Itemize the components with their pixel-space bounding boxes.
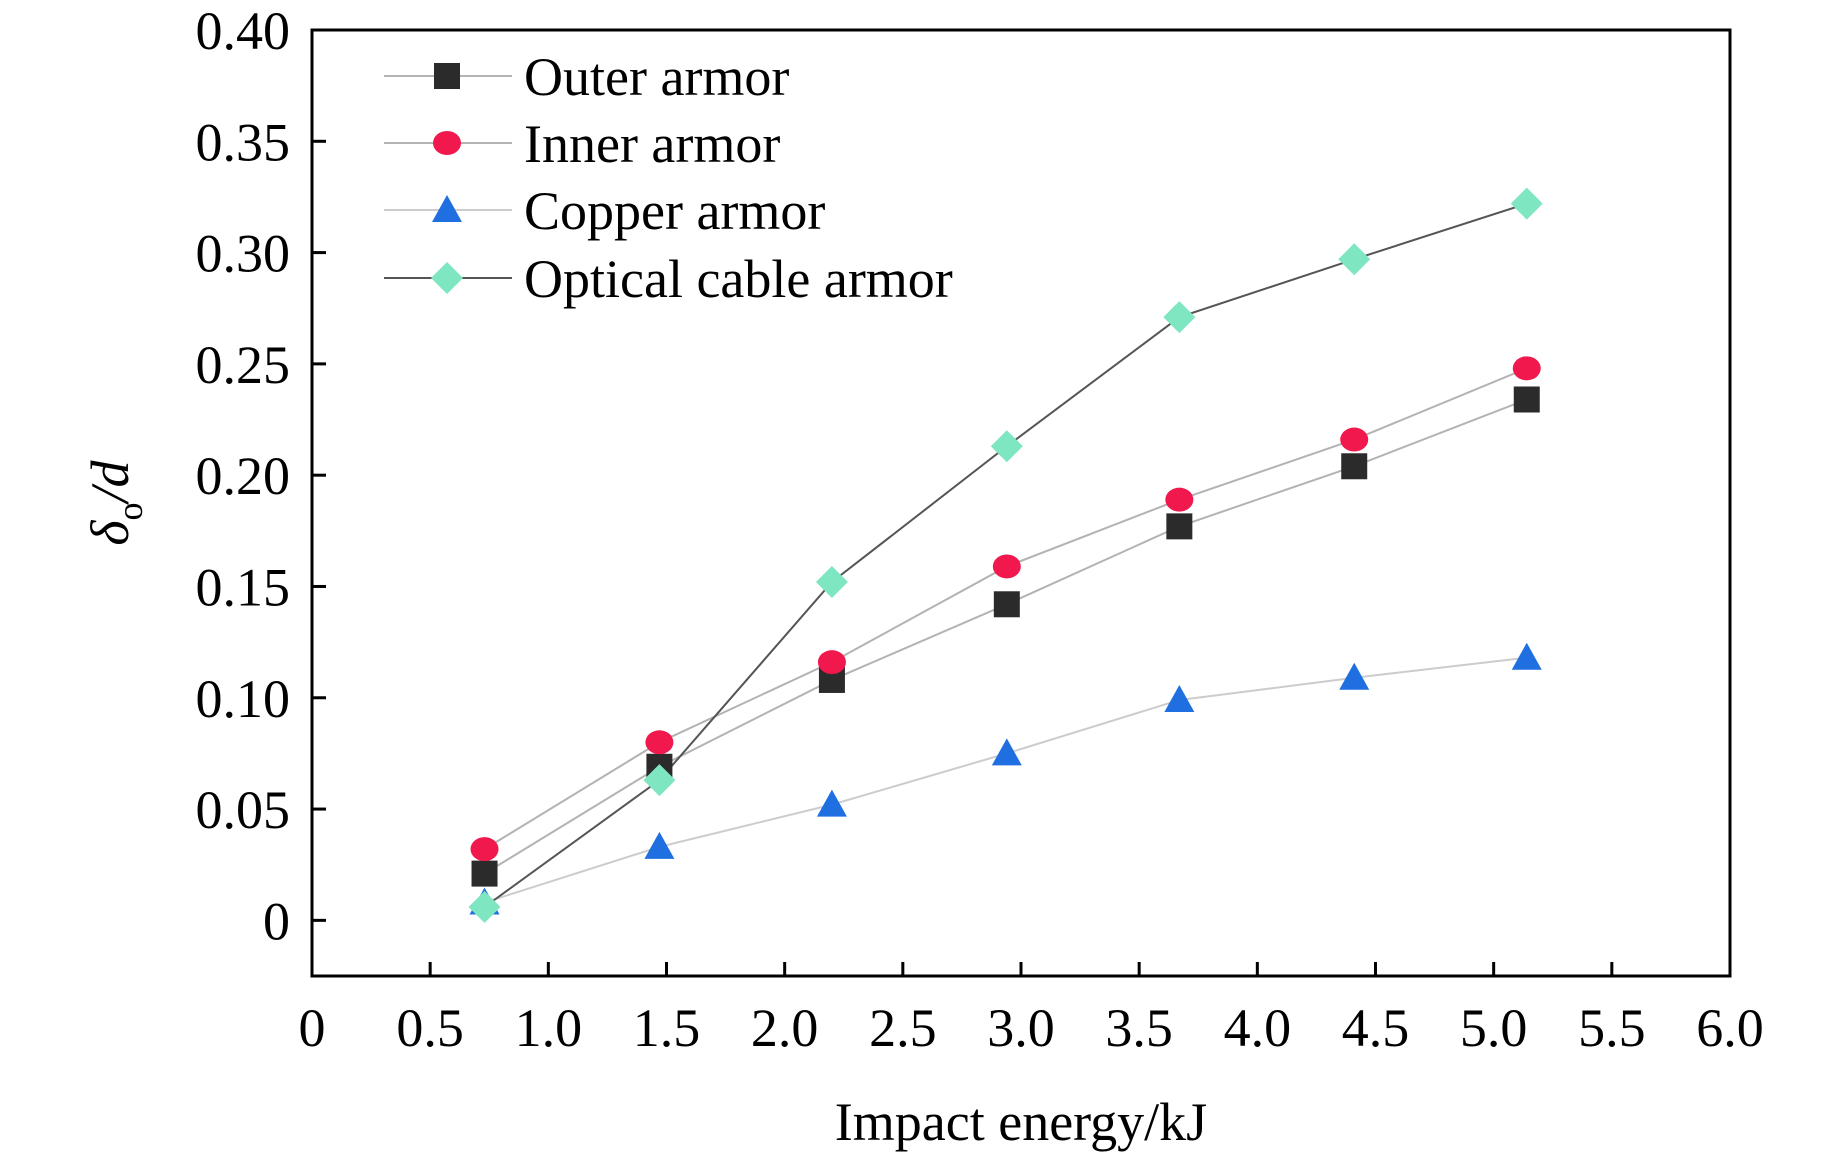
data-point-series-2: [1165, 487, 1194, 512]
legend-label: Optical cable armor: [524, 249, 953, 309]
x-axis-ticks: 0 0.5 1.0 1.5 2.0 2.5 3.0 3.5 4.0 4.5 5.0 5.5 6.0: [299, 962, 1764, 1058]
x-tick-label: 3.0: [987, 998, 1055, 1058]
series-line-1: [484, 398, 1528, 875]
y-tick-label: 0.40: [196, 1, 291, 61]
legend-marker: [432, 195, 462, 222]
data-point-series-1: [471, 860, 498, 887]
data-point-series-2: [1340, 427, 1369, 452]
y-axis-label: δo/d: [80, 459, 150, 545]
data-point-series-2: [1512, 356, 1541, 381]
y-tick-label: 0.25: [196, 335, 291, 395]
data-point-series-4: [1163, 301, 1196, 334]
data-point-series-1: [1513, 386, 1540, 413]
y-tick-label: 0.30: [196, 224, 291, 284]
x-tick-label: 2.0: [751, 998, 819, 1058]
x-tick-label: 3.5: [1105, 998, 1173, 1058]
y-tick-label: 0: [263, 891, 290, 951]
data-point-series-4: [990, 430, 1023, 463]
data-point-series-4: [815, 566, 848, 599]
y-axis-label-subscript: o: [110, 502, 150, 520]
data-point-series-3: [1339, 662, 1370, 690]
legend-label: Copper armor: [524, 181, 825, 241]
data-point-series-2: [645, 730, 674, 755]
data-point-series-3: [1511, 642, 1542, 670]
x-tick-label: 1.5: [633, 998, 701, 1058]
legend-label: Outer armor: [524, 47, 789, 107]
data-point-series-3: [644, 831, 675, 859]
data-point-series-3: [816, 789, 847, 817]
x-tick-label: 4.0: [1224, 998, 1292, 1058]
y-tick-label: 0.20: [196, 446, 291, 506]
legend-marker: [431, 262, 463, 294]
x-axis-label: Impact energy/kJ: [835, 1092, 1207, 1152]
x-tick-label: 5.5: [1578, 998, 1646, 1058]
legend-marker: [434, 63, 460, 89]
x-tick-label: 0.5: [396, 998, 464, 1058]
legend-marker: [433, 131, 461, 155]
x-tick-label: 6.0: [1696, 998, 1764, 1058]
y-axis-label-tail: /d: [80, 459, 140, 505]
legend-label: Inner armor: [524, 114, 780, 174]
y-tick-label: 0.05: [196, 780, 291, 840]
data-point-series-2: [470, 837, 499, 862]
x-tick-label: 1.0: [515, 998, 583, 1058]
data-point-series-3: [991, 738, 1022, 766]
x-tick-label: 4.5: [1342, 998, 1410, 1058]
data-point-series-2: [817, 650, 846, 675]
y-tick-label: 0.15: [196, 557, 291, 617]
x-tick-label: 5.0: [1460, 998, 1528, 1058]
y-tick-label: 0.10: [196, 669, 291, 729]
y-axis-ticks: 0 0.05 0.10 0.15 0.20 0.25 0.30 0.35 0.40: [196, 1, 326, 951]
y-axis-label-symbol: δ: [80, 520, 140, 546]
data-point-series-2: [992, 554, 1021, 579]
x-tick-label: 2.5: [869, 998, 937, 1058]
data-point-series-1: [1166, 513, 1193, 540]
data-point-series-4: [1338, 243, 1371, 276]
data-point-series-4: [468, 890, 501, 923]
x-tick-label: 0: [299, 998, 326, 1058]
data-point-series-4: [643, 764, 676, 797]
legend: Outer armor Inner armor Copper armor Optica…: [384, 47, 953, 309]
series-markers: [468, 187, 1543, 923]
data-point-series-4: [1510, 187, 1543, 220]
y-tick-label: 0.35: [196, 112, 291, 172]
data-point-series-3: [1164, 684, 1195, 712]
data-point-series-1: [993, 591, 1020, 618]
data-point-series-1: [1341, 453, 1368, 480]
series-line-3: [484, 656, 1527, 904]
